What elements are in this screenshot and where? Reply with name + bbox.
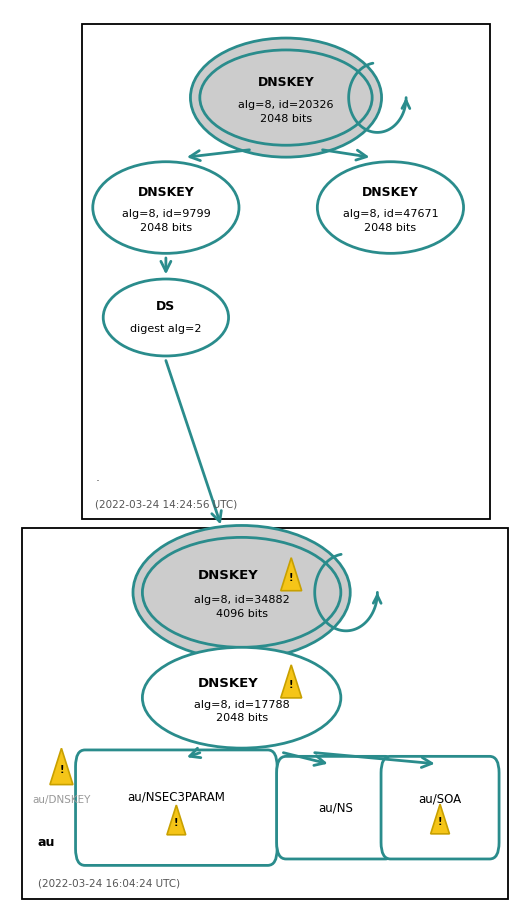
Text: alg=8, id=20326
2048 bits: alg=8, id=20326 2048 bits	[238, 100, 334, 124]
Text: !: !	[174, 818, 179, 828]
FancyBboxPatch shape	[381, 756, 499, 859]
Ellipse shape	[93, 162, 239, 254]
Ellipse shape	[103, 279, 228, 356]
Text: DNSKEY: DNSKEY	[138, 187, 194, 199]
FancyBboxPatch shape	[277, 756, 395, 859]
Ellipse shape	[133, 526, 350, 659]
Polygon shape	[430, 804, 449, 834]
Ellipse shape	[200, 50, 372, 145]
Polygon shape	[50, 748, 73, 785]
Polygon shape	[281, 558, 302, 591]
Text: digest alg=2: digest alg=2	[130, 324, 202, 335]
Text: !: !	[289, 573, 293, 583]
Text: alg=8, id=9799
2048 bits: alg=8, id=9799 2048 bits	[121, 210, 211, 233]
Text: au/NSEC3PARAM: au/NSEC3PARAM	[128, 790, 225, 803]
Text: !: !	[59, 766, 64, 775]
FancyBboxPatch shape	[76, 750, 277, 866]
Ellipse shape	[317, 162, 464, 254]
Text: alg=8, id=34882
4096 bits: alg=8, id=34882 4096 bits	[194, 596, 289, 618]
Text: alg=8, id=47671
2048 bits: alg=8, id=47671 2048 bits	[343, 210, 438, 233]
Text: (2022-03-24 16:04:24 UTC): (2022-03-24 16:04:24 UTC)	[38, 879, 180, 889]
Polygon shape	[167, 805, 186, 834]
Text: DNSKEY: DNSKEY	[362, 187, 419, 199]
Bar	[22, 528, 508, 900]
Ellipse shape	[191, 38, 382, 157]
Ellipse shape	[142, 538, 341, 647]
Polygon shape	[281, 665, 302, 698]
Text: au: au	[38, 836, 55, 849]
Text: au/DNSKEY: au/DNSKEY	[32, 795, 91, 805]
Text: alg=8, id=17788
2048 bits: alg=8, id=17788 2048 bits	[194, 699, 289, 723]
Text: .: .	[96, 471, 99, 484]
Text: DNSKEY: DNSKEY	[198, 570, 259, 583]
Text: au/SOA: au/SOA	[418, 792, 461, 805]
Text: !: !	[289, 680, 293, 689]
Bar	[82, 24, 490, 519]
Ellipse shape	[142, 647, 341, 748]
Text: DNSKEY: DNSKEY	[258, 75, 314, 88]
Text: DNSKEY: DNSKEY	[198, 676, 259, 689]
Text: DS: DS	[156, 300, 175, 313]
Text: !: !	[438, 817, 442, 827]
Text: (2022-03-24 14:24:56 UTC): (2022-03-24 14:24:56 UTC)	[96, 500, 238, 510]
Text: au/NS: au/NS	[318, 801, 353, 814]
